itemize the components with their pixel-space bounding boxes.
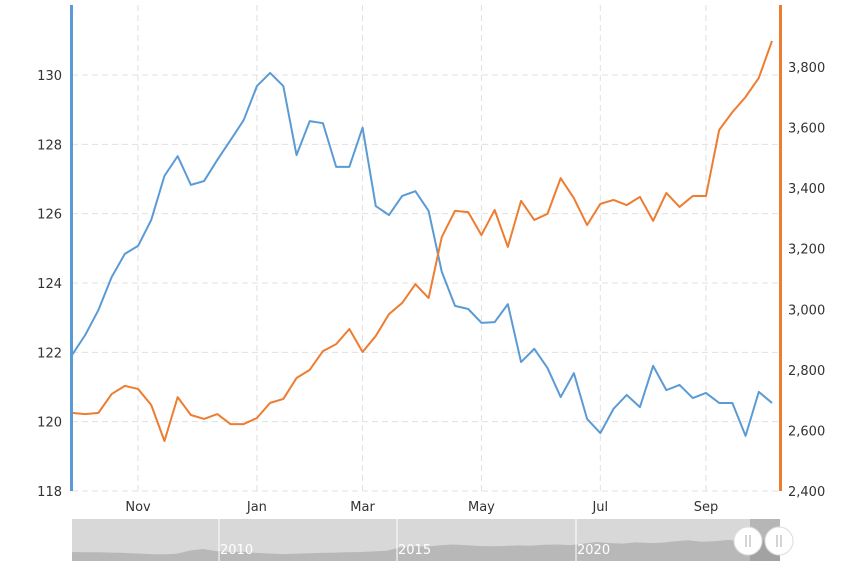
right-tick-label: 3,200 [788,243,825,258]
right-tick-label: 2,600 [788,424,825,439]
x-tick-label: Sep [694,500,719,515]
navigator-year-label: 2010 [220,543,253,558]
navigator-left-handle[interactable] [733,526,763,556]
navigator-year-label: 2020 [577,543,610,558]
left-tick-label: 122 [37,346,62,361]
x-tick-label: May [468,500,495,515]
navigator-area [72,539,780,561]
right-axis-ticks: 2,400 2,600 2,800 3,000 3,200 3,400 3,600 3,800 [788,61,825,500]
right-tick-label: 3,800 [788,61,825,76]
left-tick-label: 120 [37,416,62,431]
navigator[interactable]: 2010 2015 2020 [72,519,794,561]
right-tick-label: 2,400 [788,485,825,500]
right-tick-label: 2,800 [788,364,825,379]
right-axis-line [779,5,782,491]
x-tick-label: Jul [591,500,608,515]
navigator-year-label: 2015 [398,543,431,558]
x-tick-label: Mar [350,500,375,515]
left-axis-ticks: 118 120 122 124 126 128 130 [37,69,62,500]
grid [72,5,780,492]
left-axis-line [70,5,73,491]
right-tick-label: 3,000 [788,303,825,318]
right-tick-label: 3,400 [788,182,825,197]
x-axis-ticks: Nov Jan Mar May Jul Sep [125,500,718,515]
left-tick-label: 128 [37,138,62,153]
right-tick-label: 3,600 [788,122,825,137]
left-tick-label: 126 [37,208,62,223]
series-lines [71,40,773,443]
series-line-blue [71,71,773,437]
navigator-right-handle[interactable] [764,526,794,556]
left-tick-label: 118 [37,485,62,500]
left-tick-label: 124 [37,277,62,292]
x-tick-label: Jan [246,500,267,515]
x-tick-label: Nov [125,500,151,515]
series-line-orange [71,40,773,443]
left-tick-label: 130 [37,69,62,84]
